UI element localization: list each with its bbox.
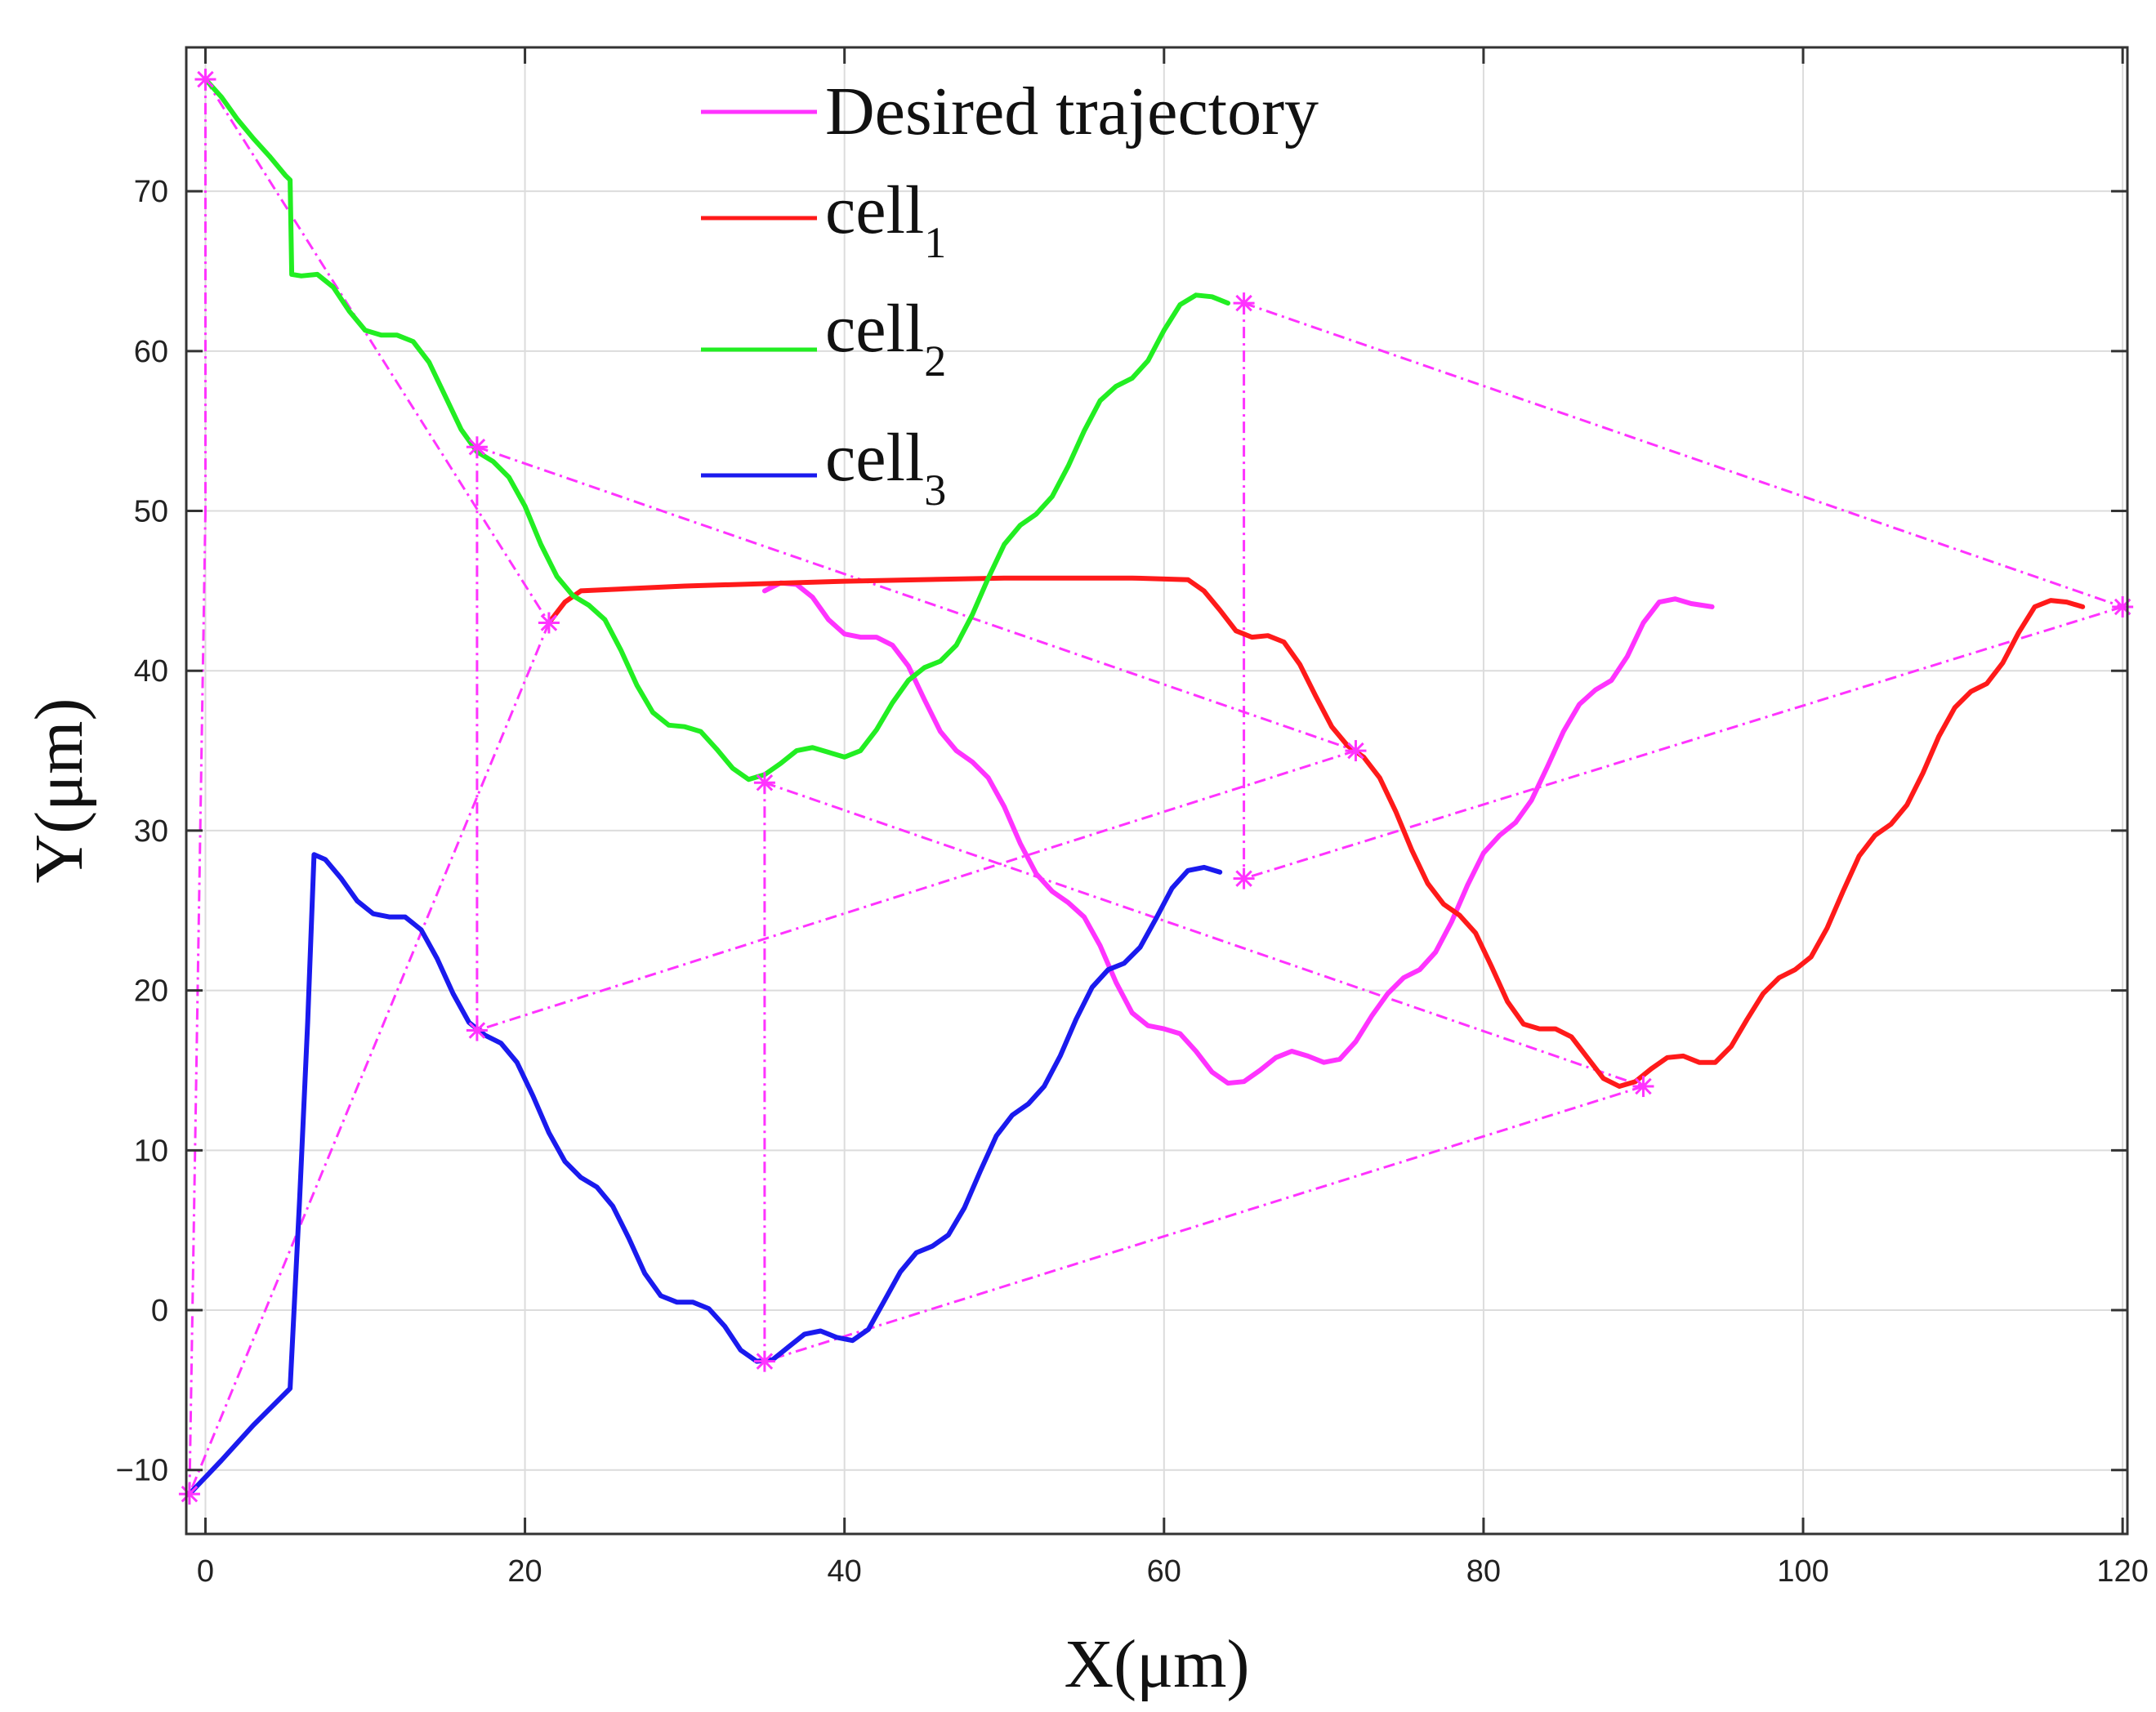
legend-label-desired: Desired trajectory (825, 74, 1319, 149)
trajectory-markers (178, 69, 2134, 1505)
legend-label-cell2-main: cell (825, 291, 924, 367)
diagonal-segment (1243, 301, 2123, 609)
asterisk-stroke (468, 438, 486, 456)
reference-diagonals (188, 78, 2123, 1495)
legend-label-cell1: cell1 (825, 172, 946, 267)
asterisk-stroke (1235, 870, 1252, 887)
asterisk-marker (2112, 595, 2134, 617)
asterisk-marker (538, 612, 560, 634)
asterisk-marker (1345, 740, 1367, 762)
asterisk-stroke (1347, 742, 1364, 760)
diagonal-segment (764, 781, 1644, 1088)
x-axis-title: X(μm) (1065, 1626, 1250, 1702)
y-tick-label: 50 (134, 495, 168, 529)
y-tick-label: 0 (151, 1294, 168, 1328)
asterisk-stroke (181, 1485, 199, 1503)
diagonal-segment (188, 510, 207, 1495)
y-tick-label: 30 (134, 814, 168, 849)
diagonal-segment (1243, 605, 2123, 881)
diagonal-segment (764, 1085, 1644, 1363)
asterisk-stroke (1635, 1077, 1652, 1095)
asterisk-stroke (540, 614, 558, 631)
x-tick-label: 80 (1466, 1554, 1501, 1589)
asterisk-marker (466, 1019, 488, 1041)
asterisk-stroke (1235, 294, 1252, 312)
y-tick-label: 40 (134, 654, 168, 689)
legend: Desired trajectory cell1 cell2 cell3 (701, 74, 1319, 515)
x-tick-label: 20 (507, 1554, 542, 1589)
legend-label-cell3-main: cell (825, 420, 924, 496)
legend-label-cell3-sub: 3 (924, 466, 946, 515)
series-line-cell1 (546, 575, 2086, 1089)
asterisk-stroke (756, 774, 774, 791)
y-tick-label: 70 (134, 175, 168, 209)
legend-label-cell1-main: cell (825, 172, 924, 248)
legend-label-cell3: cell3 (825, 420, 946, 515)
tick-labels: 0 20 40 60 80 100 120 −10 0 10 20 30 40 50 60 70 (116, 175, 2149, 1589)
series-line-desired-trajectory (761, 580, 1715, 1086)
diagonal-segment (188, 622, 551, 1495)
asterisk-marker (466, 436, 488, 458)
asterisk-marker (1233, 292, 1255, 314)
asterisk-marker (194, 69, 216, 91)
y-tick-label: 20 (134, 974, 168, 1009)
diagonal-segment (476, 445, 1356, 752)
plot-frame (185, 46, 2129, 1536)
legend-label-cell2-sub: 2 (924, 337, 946, 386)
series-lines (186, 77, 2086, 1497)
x-tick-label: 0 (197, 1554, 214, 1589)
diagonal-segment (476, 749, 1356, 1032)
x-tick-label: 120 (2096, 1554, 2148, 1589)
y-tick-label: 10 (134, 1134, 168, 1168)
y-tick-label: −10 (116, 1454, 168, 1488)
grid-lines (186, 47, 2127, 1534)
asterisk-marker (1233, 867, 1255, 889)
series-line-cell2 (203, 77, 1230, 782)
x-tick-label: 100 (1777, 1554, 1828, 1589)
series-line-cell3 (186, 852, 1223, 1497)
asterisk-marker (1632, 1076, 1654, 1098)
y-tick-label: 60 (134, 335, 168, 369)
asterisk-stroke (197, 70, 214, 88)
legend-label-cell1-sub: 1 (924, 218, 946, 267)
legend-label-cell2: cell2 (825, 291, 946, 386)
x-tick-label: 40 (828, 1554, 862, 1589)
asterisk-marker (753, 1350, 775, 1372)
axis-ticks (186, 47, 2127, 1534)
asterisk-marker (178, 1483, 200, 1505)
asterisk-stroke (756, 1353, 774, 1370)
asterisk-stroke (468, 1022, 486, 1039)
x-tick-label: 60 (1147, 1554, 1181, 1589)
asterisk-marker (753, 772, 775, 794)
y-axis-title: Y(μm) (21, 698, 97, 884)
